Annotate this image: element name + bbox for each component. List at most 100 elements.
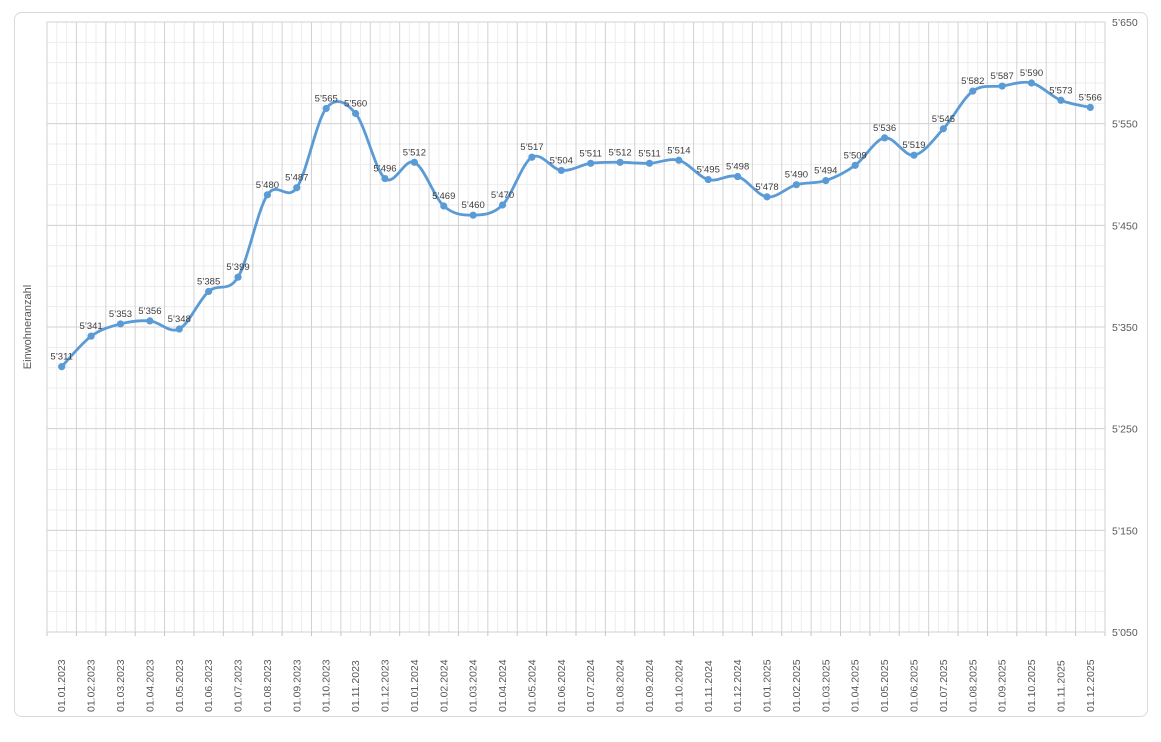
x-axis-label: 01.09.2025 bbox=[997, 659, 1009, 712]
data-point bbox=[234, 273, 242, 281]
data-label: 5’498 bbox=[726, 162, 749, 173]
data-label: 5’494 bbox=[814, 166, 837, 177]
y-axis-label: 5’350 bbox=[1112, 322, 1138, 334]
y-axis-label: 5’450 bbox=[1112, 220, 1138, 232]
x-axis-label: 01.12.2025 bbox=[1085, 659, 1097, 712]
data-label: 5’514 bbox=[667, 145, 690, 156]
x-axis-label: 01.06.2024 bbox=[556, 659, 568, 712]
x-axis-label: 01.04.2025 bbox=[850, 659, 862, 712]
data-labels: 5’311 5’341 5’353 5’356 5’348 5’385 5’399 5’480… bbox=[50, 68, 1102, 363]
data-point bbox=[1086, 103, 1094, 111]
x-axis-label: 01.05.2025 bbox=[879, 659, 891, 712]
data-label: 5’399 bbox=[226, 262, 249, 273]
x-axis-label: 01.07.2023 bbox=[233, 659, 245, 712]
x-axis-label: 01.11.2024 bbox=[703, 660, 715, 712]
data-label: 5’385 bbox=[197, 276, 220, 287]
data-point bbox=[528, 153, 536, 161]
x-axis-label: 01.02.2023 bbox=[86, 659, 98, 712]
data-point bbox=[381, 174, 389, 183]
data-label: 5’545 bbox=[932, 114, 955, 125]
data-label: 5’480 bbox=[256, 180, 279, 191]
data-point bbox=[440, 202, 448, 210]
data-point bbox=[116, 320, 125, 328]
x-axis-label: 01.08.2023 bbox=[262, 659, 274, 712]
x-axis-label: 01.12.2024 bbox=[732, 659, 744, 712]
y-axis-label: 5’150 bbox=[1112, 525, 1138, 537]
x-axis-label: 01.08.2024 bbox=[615, 659, 627, 712]
data-point bbox=[939, 125, 947, 133]
data-label: 5’311 bbox=[50, 352, 73, 363]
data-point bbox=[616, 158, 624, 166]
x-axis-label: 01.01.2025 bbox=[762, 659, 774, 712]
data-label: 5’353 bbox=[109, 309, 132, 320]
data-label: 5’511 bbox=[638, 148, 661, 159]
data-label: 5’587 bbox=[991, 71, 1014, 82]
data-markers bbox=[58, 79, 1094, 371]
x-axis-labels: 01.01.2023 01.02.2023 01.03.2023 01.04.2023… bbox=[56, 659, 1097, 712]
data-point bbox=[1027, 79, 1036, 87]
x-axis-label: 01.10.2023 bbox=[321, 659, 333, 712]
x-axis-label: 01.11.2023 bbox=[350, 660, 362, 712]
data-point bbox=[469, 211, 477, 219]
data-point bbox=[910, 151, 918, 159]
y-axis-labels: 5’650 5’550 5’450 5’350 5’250 5’150 5’050 bbox=[1112, 17, 1138, 639]
data-label: 5’511 bbox=[579, 148, 602, 159]
y-axis-label: 5’650 bbox=[1112, 17, 1138, 29]
x-axis-label: 01.02.2024 bbox=[438, 659, 450, 712]
data-point bbox=[557, 166, 565, 175]
data-point bbox=[880, 134, 889, 142]
data-point bbox=[351, 109, 360, 118]
x-axis-label: 01.11.2025 bbox=[1055, 660, 1067, 712]
data-point bbox=[851, 161, 859, 169]
data-label: 5’519 bbox=[902, 140, 925, 151]
x-axis-label: 01.06.2025 bbox=[909, 659, 921, 712]
axis-tick-marks bbox=[46, 632, 1106, 636]
data-point bbox=[1057, 96, 1065, 104]
data-point bbox=[263, 191, 272, 199]
x-axis-label: 01.03.2023 bbox=[115, 659, 127, 712]
data-label: 5’582 bbox=[961, 76, 984, 87]
data-point bbox=[205, 287, 213, 296]
data-label: 5’590 bbox=[1020, 68, 1043, 79]
x-axis-label: 01.12.2023 bbox=[380, 659, 392, 712]
data-point bbox=[293, 184, 301, 192]
data-label: 5’460 bbox=[462, 200, 485, 211]
data-point bbox=[58, 363, 66, 371]
x-axis-label: 01.10.2024 bbox=[673, 659, 685, 712]
data-label: 5’495 bbox=[697, 165, 720, 176]
y-axis-label: 5’250 bbox=[1112, 424, 1138, 436]
x-axis-label: 01.04.2023 bbox=[144, 659, 156, 712]
data-label: 5’566 bbox=[1079, 92, 1102, 103]
data-point bbox=[87, 332, 95, 340]
major-gridlines bbox=[46, 21, 1106, 633]
data-label: 5’560 bbox=[344, 99, 367, 110]
data-label: 5’356 bbox=[138, 306, 161, 317]
data-point bbox=[734, 172, 742, 181]
x-axis-label: 01.10.2025 bbox=[1026, 659, 1038, 712]
data-label: 5’487 bbox=[285, 173, 308, 184]
data-label: 5’565 bbox=[315, 93, 338, 104]
data-label: 5’504 bbox=[550, 155, 573, 166]
x-axis-label: 01.09.2023 bbox=[291, 659, 303, 712]
data-label: 5’341 bbox=[79, 321, 102, 332]
data-label: 5’469 bbox=[432, 191, 455, 202]
x-axis-label: 01.09.2024 bbox=[644, 659, 656, 712]
data-point bbox=[175, 325, 183, 333]
data-label: 5’496 bbox=[373, 164, 396, 175]
data-point bbox=[322, 104, 330, 113]
data-point bbox=[498, 201, 507, 209]
data-point bbox=[969, 87, 977, 95]
data-point bbox=[587, 159, 595, 167]
data-point bbox=[998, 82, 1006, 90]
x-axis-label: 01.06.2023 bbox=[203, 659, 215, 712]
y-axis-label: 5’550 bbox=[1112, 119, 1138, 131]
data-point bbox=[822, 177, 830, 185]
y-axis-title: Einwohneranzahl bbox=[22, 285, 34, 369]
data-point bbox=[645, 159, 654, 167]
data-point bbox=[410, 158, 418, 166]
x-axis-label: 01.01.2023 bbox=[56, 659, 68, 712]
data-label: 5’512 bbox=[608, 147, 631, 158]
data-label: 5’536 bbox=[873, 123, 896, 134]
